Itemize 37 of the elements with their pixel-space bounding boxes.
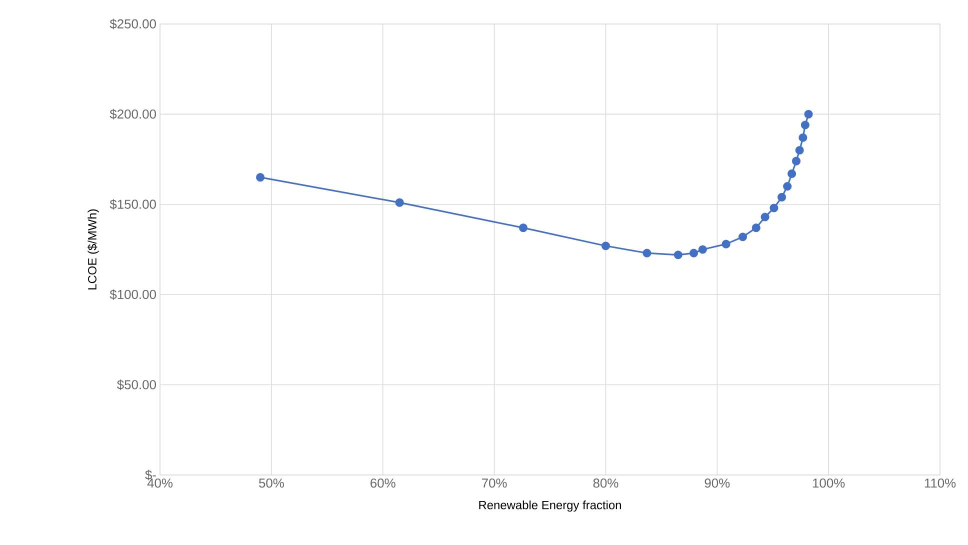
point xyxy=(674,250,682,260)
x-tick-label: 50% xyxy=(258,478,284,488)
point xyxy=(518,224,528,232)
point xyxy=(788,169,796,178)
x-tick-label: 60% xyxy=(370,478,396,488)
y-axis-title: LCOE ($/MWh) xyxy=(88,209,99,290)
y-tick-label: $- xyxy=(145,470,156,480)
point xyxy=(752,224,760,232)
point xyxy=(777,192,786,202)
x-tick-label: 70% xyxy=(482,478,507,488)
point xyxy=(804,110,813,118)
x-axis-title: Renewable Energy fraction xyxy=(479,500,621,512)
point xyxy=(792,156,801,166)
y-tick-label: $250.00 xyxy=(110,18,156,30)
point xyxy=(770,204,778,212)
point xyxy=(395,198,404,207)
point xyxy=(795,146,804,155)
point xyxy=(760,212,770,222)
point xyxy=(601,242,610,250)
point xyxy=(783,182,792,191)
point xyxy=(698,245,707,254)
point xyxy=(738,232,748,242)
y-tick-label: $200.00 xyxy=(110,108,156,120)
y-tick-label: $150.00 xyxy=(110,199,156,210)
point xyxy=(642,248,652,258)
x-tick-label: 100% xyxy=(813,478,845,488)
point xyxy=(256,173,265,182)
y-tick-label: $100.00 xyxy=(110,289,156,300)
y-tick-label: $50.00 xyxy=(117,380,156,390)
point xyxy=(798,133,808,142)
x-tick-label: 110% xyxy=(924,478,956,488)
point xyxy=(689,248,698,258)
x-tick-label: 90% xyxy=(704,478,730,488)
x-tick-label: 40% xyxy=(147,478,173,488)
point xyxy=(800,120,810,130)
point xyxy=(722,240,730,248)
x-tick-label: 80% xyxy=(593,478,618,488)
